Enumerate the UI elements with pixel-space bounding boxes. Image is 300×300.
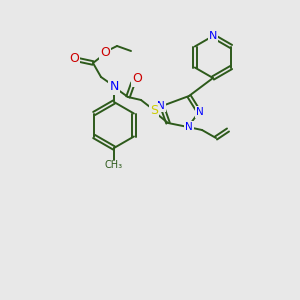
Text: N: N bbox=[157, 101, 165, 111]
Text: CH₃: CH₃ bbox=[105, 160, 123, 170]
Text: O: O bbox=[69, 52, 79, 65]
Text: N: N bbox=[209, 31, 217, 41]
Text: O: O bbox=[100, 46, 110, 59]
Text: N: N bbox=[185, 122, 193, 132]
Text: N: N bbox=[196, 107, 204, 117]
Text: O: O bbox=[132, 73, 142, 85]
Text: N: N bbox=[109, 80, 119, 94]
Text: S: S bbox=[150, 104, 158, 118]
